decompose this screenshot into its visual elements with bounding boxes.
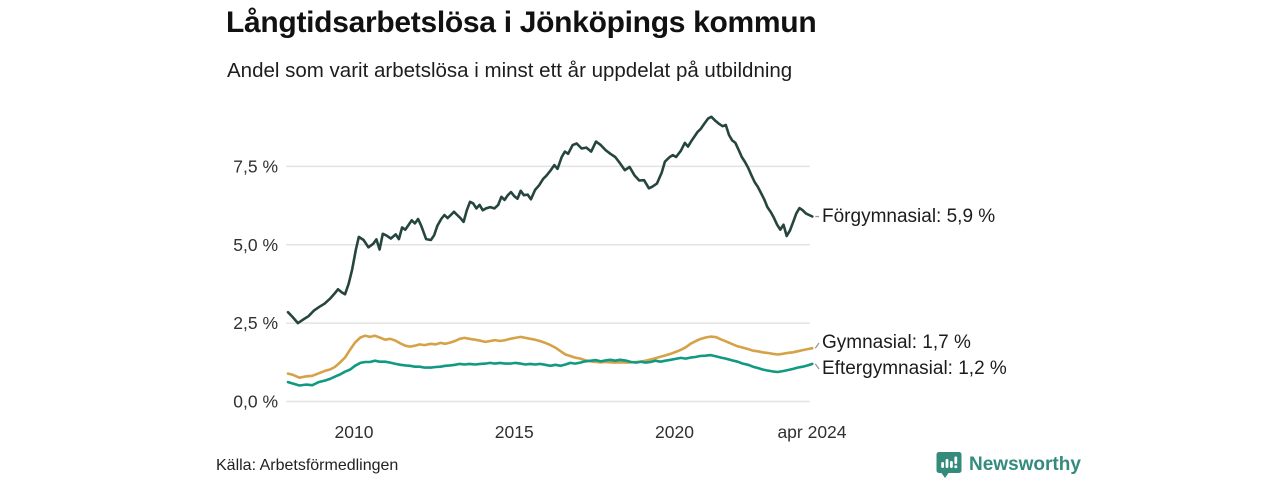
x-tick-label: apr 2024: [777, 422, 846, 442]
source-note: Källa: Arbetsförmedlingen: [216, 457, 399, 474]
x-tick-label: 2010: [335, 422, 374, 442]
chart-subtitle: Andel som varit arbetslösa i minst ett å…: [227, 59, 793, 82]
newsworthy-logo-icon: [936, 451, 962, 479]
label-connector: [814, 363, 820, 370]
series-end-label-forgymnasial: Förgymnasial: 5,9 %: [822, 205, 996, 227]
newsworthy-brand-link[interactable]: Newsworthy: [936, 451, 1081, 479]
newsworthy-wordmark: Newsworthy: [969, 454, 1081, 475]
y-tick-label: 0,0 %: [233, 392, 278, 412]
y-tick-label: 2,5 %: [233, 313, 278, 333]
series-line-forgymnasial: [286, 115, 814, 325]
x-tick-label: 2015: [495, 422, 534, 442]
y-tick-label: 5,0 %: [233, 235, 278, 255]
series-line-eftergymnasial: [286, 353, 814, 387]
y-tick-label: 7,5 %: [233, 156, 278, 176]
series-end-label-gymnasial: Gymnasial: 1,7 %: [822, 332, 971, 354]
series-end-label-eftergymnasial: Eftergymnasial: 1,2 %: [822, 358, 1007, 380]
x-tick-label: 2020: [655, 422, 694, 442]
label-connector: [814, 342, 820, 349]
page-title: Långtidsarbetslösa i Jönköpings kommun: [226, 6, 817, 39]
series-line-gymnasial: [286, 334, 814, 379]
